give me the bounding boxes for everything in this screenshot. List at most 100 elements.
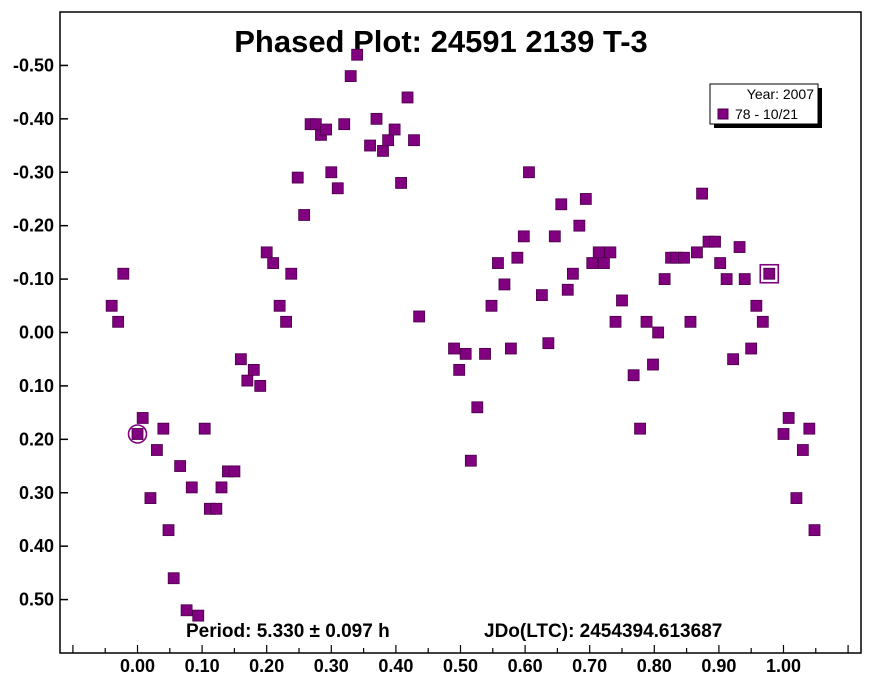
data-point <box>658 273 671 285</box>
x-tick-label: 0.20 <box>249 656 284 676</box>
x-axis-ticks: 0.00 0.10 0.20 0.30 0.40 0.50 0.60 0.70 0.80 0.90… <box>72 645 849 676</box>
data-point <box>750 299 763 312</box>
x-tick-label: 0.50 <box>443 656 478 676</box>
data-point <box>320 123 333 136</box>
data-point <box>131 428 144 440</box>
data-point <box>808 524 821 537</box>
data-point <box>150 444 163 456</box>
legend: Year: 2007 78 - 10/21 <box>709 83 822 128</box>
data-point <box>492 257 504 269</box>
y-tick-label: 0.50 <box>19 590 54 610</box>
data-point <box>344 70 357 82</box>
data-point <box>696 187 708 200</box>
data-point <box>267 257 280 269</box>
data-point <box>616 294 628 307</box>
data-point <box>604 246 617 259</box>
data-point <box>325 166 338 179</box>
data-point <box>803 422 816 435</box>
data-point <box>471 401 484 414</box>
data-point <box>382 134 395 147</box>
data-point <box>555 198 568 211</box>
data-point <box>112 315 125 328</box>
data-point <box>247 363 260 376</box>
data-point <box>511 251 524 264</box>
data-point <box>738 273 751 285</box>
data-point <box>453 363 466 376</box>
y-tick-label: 0.10 <box>19 376 54 396</box>
data-point <box>309 118 322 131</box>
data-point <box>542 337 555 350</box>
data-point <box>535 289 548 302</box>
data-point <box>273 299 286 312</box>
x-tick-label: 0.30 <box>314 656 349 676</box>
data-point <box>459 347 472 360</box>
data-point <box>523 166 535 179</box>
data-point <box>377 144 389 157</box>
data-point <box>234 353 247 366</box>
data-point <box>136 412 149 424</box>
data-point <box>485 299 498 312</box>
x-tick-label: 0.60 <box>508 656 543 676</box>
data-point <box>647 358 659 371</box>
data-point <box>464 454 477 467</box>
data-point <box>228 465 241 478</box>
data-point <box>498 278 511 291</box>
highlight-square <box>759 263 780 284</box>
highlight-circle <box>127 424 148 444</box>
y-axis-ticks: -0.50 -0.40 -0.30 -0.20 -0.10 0.00 0.10 0.20 0.3… <box>13 55 68 610</box>
data-point <box>634 422 646 435</box>
data-points <box>105 48 821 622</box>
data-point <box>504 342 517 355</box>
period-label: Period: 5.330 ± 0.097 h <box>186 621 390 642</box>
data-point <box>573 219 586 232</box>
y-tick-label: 0.20 <box>19 429 54 449</box>
x-tick-label: 0.00 <box>120 656 155 676</box>
y-tick-label: -0.50 <box>13 55 54 75</box>
data-point <box>709 235 721 248</box>
data-point <box>351 48 364 61</box>
legend-header: Year: 2007 <box>747 86 814 102</box>
data-point <box>408 134 420 147</box>
data-point <box>763 267 776 280</box>
data-point <box>117 267 130 280</box>
data-point <box>395 177 407 189</box>
data-point <box>448 342 460 355</box>
y-tick-label: 0.00 <box>19 323 54 343</box>
data-point <box>790 492 803 504</box>
data-point <box>727 353 739 366</box>
data-point <box>745 342 758 355</box>
data-point <box>714 257 727 269</box>
data-point <box>586 257 599 269</box>
data-point <box>298 209 311 221</box>
data-point <box>777 428 790 440</box>
data-point <box>566 267 579 280</box>
data-point <box>652 326 665 339</box>
data-point <box>684 315 697 328</box>
x-tick-label: 0.10 <box>185 656 220 676</box>
data-point <box>254 380 267 392</box>
data-point <box>691 246 703 259</box>
data-point <box>185 481 198 494</box>
data-point <box>733 241 746 253</box>
data-point <box>370 112 383 125</box>
data-point <box>174 460 187 472</box>
y-tick-label: 0.30 <box>19 483 54 503</box>
data-point <box>285 267 298 280</box>
data-point <box>413 310 426 323</box>
legend-marker <box>717 108 729 120</box>
data-point <box>579 193 592 205</box>
x-tick-label: 0.90 <box>701 656 736 676</box>
data-point <box>364 139 376 152</box>
data-point <box>291 171 304 184</box>
highlighted-points <box>127 263 780 444</box>
data-point <box>592 246 605 259</box>
data-point <box>105 299 118 312</box>
data-point <box>561 283 574 296</box>
data-point <box>192 609 205 622</box>
data-point <box>782 412 795 424</box>
data-point <box>210 502 223 515</box>
data-point <box>388 123 401 136</box>
data-point <box>796 444 809 456</box>
data-point <box>640 315 653 328</box>
